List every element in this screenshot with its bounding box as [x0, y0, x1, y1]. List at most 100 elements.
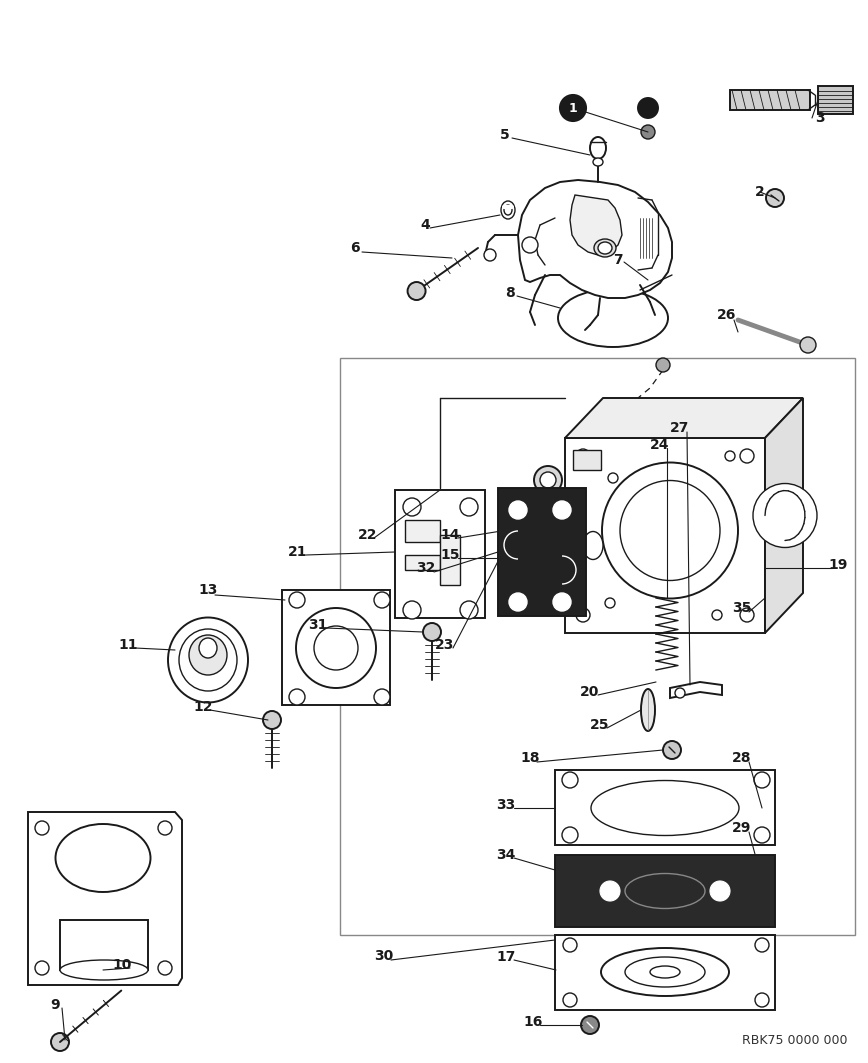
Circle shape: [600, 881, 620, 901]
Circle shape: [374, 592, 390, 608]
Ellipse shape: [179, 629, 237, 691]
Ellipse shape: [641, 689, 655, 731]
Bar: [340, 358, 855, 935]
Ellipse shape: [601, 948, 729, 996]
Bar: [440, 535, 460, 585]
Text: 9: 9: [50, 998, 60, 1012]
Circle shape: [641, 125, 655, 139]
Circle shape: [158, 821, 172, 836]
Text: 34: 34: [496, 848, 516, 862]
Circle shape: [51, 1033, 69, 1051]
Circle shape: [656, 358, 670, 372]
Text: 15: 15: [440, 549, 460, 562]
Text: 32: 32: [417, 561, 436, 575]
Ellipse shape: [625, 874, 705, 909]
Ellipse shape: [625, 957, 705, 988]
Circle shape: [753, 484, 817, 547]
Text: 33: 33: [496, 798, 516, 812]
Circle shape: [605, 598, 615, 608]
Circle shape: [562, 772, 578, 788]
Ellipse shape: [590, 137, 606, 159]
Circle shape: [628, 881, 648, 901]
Circle shape: [712, 610, 722, 620]
Ellipse shape: [56, 824, 150, 892]
Ellipse shape: [504, 205, 512, 215]
Text: 1: 1: [569, 101, 577, 115]
Circle shape: [800, 337, 816, 353]
Circle shape: [608, 473, 618, 483]
Circle shape: [754, 827, 770, 843]
Text: 21: 21: [288, 545, 308, 559]
Circle shape: [509, 593, 527, 611]
Circle shape: [754, 772, 770, 788]
Ellipse shape: [199, 638, 217, 658]
Text: 11: 11: [118, 638, 138, 652]
Circle shape: [740, 449, 754, 463]
Circle shape: [296, 608, 376, 688]
Text: 24: 24: [650, 438, 670, 452]
Circle shape: [740, 608, 754, 622]
Ellipse shape: [189, 635, 227, 675]
Bar: [395, 490, 485, 618]
Circle shape: [403, 497, 421, 516]
Text: 4: 4: [420, 218, 430, 232]
Text: 5: 5: [500, 128, 510, 142]
Text: 10: 10: [112, 958, 132, 972]
Circle shape: [655, 881, 675, 901]
Ellipse shape: [558, 289, 668, 347]
Bar: [405, 555, 440, 570]
Circle shape: [620, 480, 720, 580]
Text: 25: 25: [590, 718, 609, 732]
Text: 17: 17: [496, 950, 516, 964]
Circle shape: [663, 741, 681, 759]
Bar: [60, 919, 148, 971]
Text: 28: 28: [733, 750, 752, 765]
Circle shape: [576, 608, 590, 622]
Circle shape: [408, 282, 425, 300]
Circle shape: [562, 827, 578, 843]
Bar: [555, 770, 775, 845]
Text: 12: 12: [194, 701, 213, 714]
Ellipse shape: [501, 201, 515, 219]
Circle shape: [563, 993, 577, 1007]
Circle shape: [638, 98, 658, 118]
Circle shape: [725, 451, 735, 461]
Bar: [498, 488, 586, 615]
Circle shape: [423, 623, 441, 641]
Text: 23: 23: [436, 638, 455, 652]
Circle shape: [766, 189, 784, 207]
Circle shape: [484, 249, 496, 261]
Circle shape: [534, 466, 562, 494]
Bar: [818, 86, 853, 114]
Text: 7: 7: [613, 253, 623, 267]
Circle shape: [710, 881, 730, 901]
Text: 31: 31: [308, 618, 328, 632]
Circle shape: [560, 95, 586, 121]
Circle shape: [675, 688, 685, 698]
Polygon shape: [570, 195, 622, 255]
Text: 16: 16: [523, 1015, 542, 1029]
Ellipse shape: [650, 966, 680, 978]
Circle shape: [602, 462, 738, 598]
Circle shape: [576, 449, 590, 463]
Circle shape: [522, 237, 538, 253]
Bar: [282, 590, 390, 705]
Text: 35: 35: [733, 601, 752, 615]
Circle shape: [403, 601, 421, 619]
Bar: [573, 450, 601, 470]
Bar: [730, 90, 810, 109]
Circle shape: [263, 711, 281, 729]
Text: 29: 29: [733, 821, 752, 836]
Polygon shape: [765, 398, 803, 632]
Ellipse shape: [168, 618, 248, 703]
Bar: [405, 520, 440, 542]
Text: 8: 8: [505, 286, 515, 300]
Text: 20: 20: [581, 685, 600, 699]
Circle shape: [755, 938, 769, 952]
Circle shape: [289, 592, 305, 608]
Text: 19: 19: [828, 558, 848, 572]
Text: RBK75 0000 000: RBK75 0000 000: [742, 1033, 848, 1046]
Circle shape: [563, 938, 577, 952]
Circle shape: [520, 549, 540, 568]
Circle shape: [374, 689, 390, 705]
